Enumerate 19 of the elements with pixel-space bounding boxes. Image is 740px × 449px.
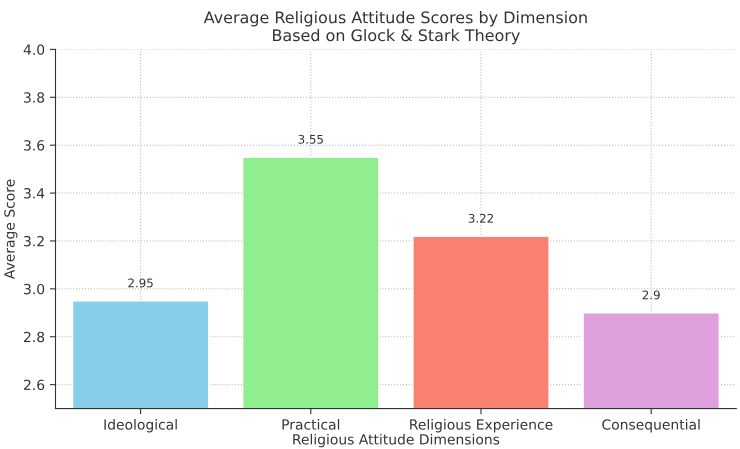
data-label: 3.22: [468, 214, 493, 223]
y-tick-label: 4.0: [24, 44, 44, 55]
y-tick-label: 3.4: [24, 188, 44, 199]
y-tick-label: 3.6: [24, 140, 44, 151]
data-label: 3.55: [298, 134, 323, 144]
y-tick-label: 3.2: [24, 236, 44, 246]
y-tick-label: 2.6: [24, 380, 44, 390]
y-tick-label: 3.0: [24, 284, 44, 294]
x-tick-label: Ideological: [104, 419, 177, 432]
data-label: 2.95: [128, 278, 153, 288]
y-axis-title: Average Score: [4, 180, 18, 280]
x-tick-label: Practical: [282, 419, 340, 430]
y-tick-label: 3.8: [24, 92, 44, 103]
y-tick-label: 2.8: [24, 332, 44, 342]
x-tick-label: Consequential: [602, 419, 700, 432]
x-axis-title: Religious Attitude Dimensions: [293, 434, 500, 448]
chart-title: Average Religious Attitude Scores by Dimension Based on Glock & Stark Theory: [204, 11, 587, 44]
data-label: 2.9: [642, 290, 660, 300]
x-tick-label: Religious Experience: [410, 419, 552, 432]
